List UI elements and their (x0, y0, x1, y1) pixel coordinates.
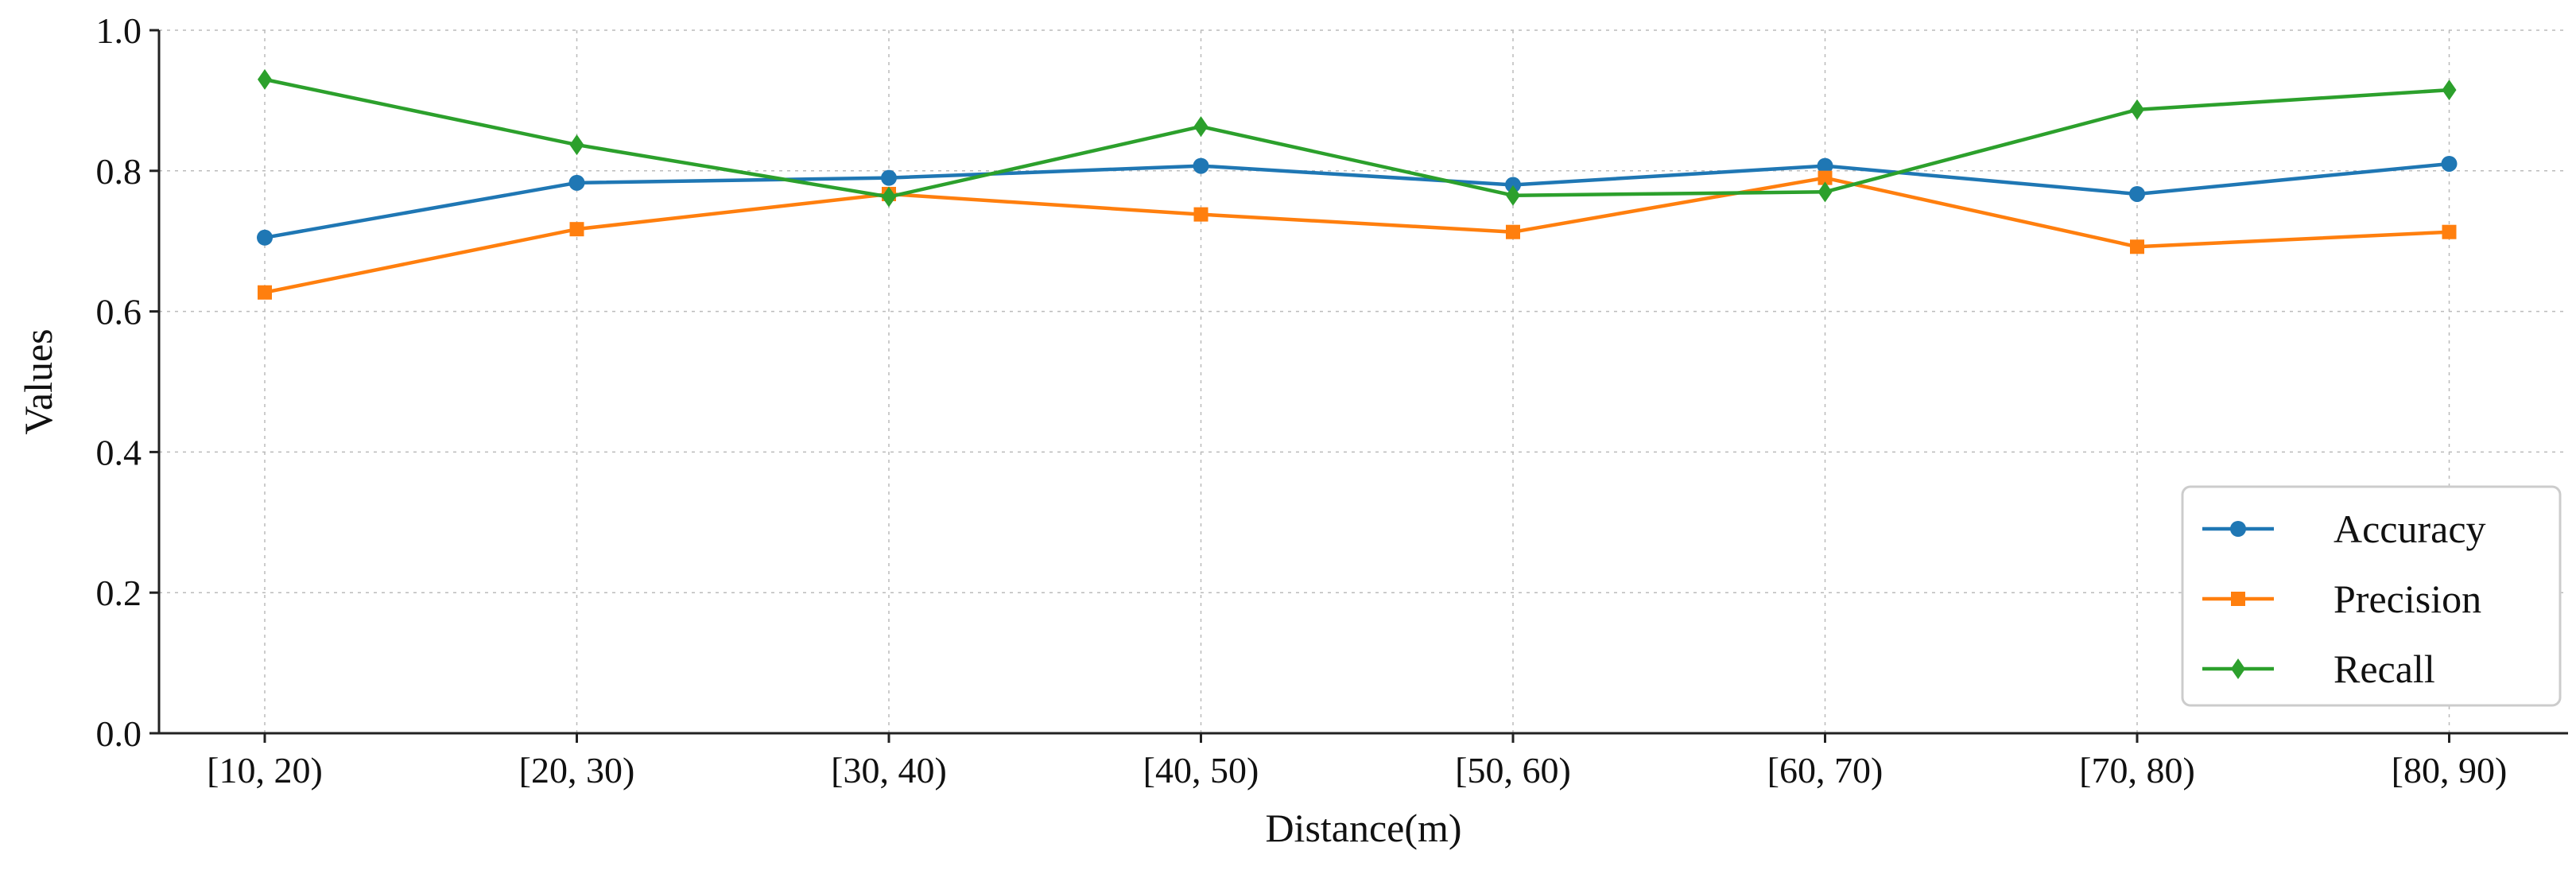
accuracy-point (568, 174, 585, 191)
precision-line (264, 176, 2450, 294)
legend-accuracy-marker (2230, 521, 2246, 537)
recall-point (882, 186, 896, 208)
precision-point (1506, 224, 1520, 239)
recall-point (1818, 181, 1833, 203)
legend-precision-label: Precision (2334, 577, 2481, 621)
accuracy-point (1817, 157, 1833, 174)
accuracy-point (881, 169, 897, 186)
recall-point (1193, 116, 1208, 138)
y-tick-label: 0.4 (96, 432, 142, 472)
accuracy-point (257, 229, 273, 246)
legend-recall-label: Recall (2334, 647, 2435, 691)
x-tick-label: [80, 90) (2392, 750, 2508, 790)
precision-point (569, 222, 584, 237)
accuracy-point (1193, 157, 1209, 174)
accuracy-point (1505, 177, 1521, 193)
y-axis-label: Values (16, 328, 60, 434)
y-tick-label: 0.0 (96, 713, 142, 754)
series-recall (258, 68, 2457, 208)
accuracy-line (264, 161, 2450, 239)
precision-point (1818, 170, 1833, 185)
y-tick-label: 0.2 (96, 573, 142, 613)
recall-point (2442, 80, 2457, 101)
recall-point (258, 68, 272, 90)
x-tick-label: [70, 80) (2079, 750, 2195, 790)
x-tick-label: [40, 50) (1143, 750, 1259, 790)
legend: Accuracy Precision Recall (2181, 485, 2562, 707)
x-tick-label: [50, 60) (1455, 750, 1571, 790)
x-tick-label: [10, 20) (207, 750, 323, 790)
precision-point (2442, 224, 2457, 239)
precision-point (1193, 207, 1208, 222)
grid-lines (159, 29, 2568, 733)
axes (157, 30, 2568, 735)
recall-point (2130, 99, 2144, 120)
recall-point (1506, 185, 1520, 206)
accuracy-point (2441, 155, 2458, 172)
x-tick-label: [30, 40) (831, 750, 947, 790)
precision-point (2130, 239, 2144, 254)
recall-line (264, 77, 2450, 199)
y-tick-label: 0.8 (96, 151, 142, 192)
precision-point (258, 285, 272, 300)
y-tick-label: 1.0 (96, 10, 142, 51)
x-tick-label: [60, 70) (1767, 750, 1884, 790)
tick-labels: 0.0 0.2 0.4 0.6 0.8 1.0 [10, 20) [20, 30) [30, 4… (96, 10, 2508, 790)
accuracy-point (2129, 185, 2145, 202)
recall-point (569, 134, 584, 156)
x-tick-label: [20, 30) (519, 750, 635, 790)
legend-recall-marker (2231, 658, 2245, 679)
legend-precision-marker (2231, 592, 2245, 606)
y-tick-label: 0.6 (96, 292, 142, 332)
series-accuracy (257, 155, 2458, 246)
series-precision (258, 170, 2457, 300)
legend-accuracy-label: Accuracy (2334, 507, 2486, 551)
series (257, 68, 2458, 300)
legend-frame (2181, 485, 2562, 707)
x-axis-label: Distance(m) (1265, 806, 1461, 850)
